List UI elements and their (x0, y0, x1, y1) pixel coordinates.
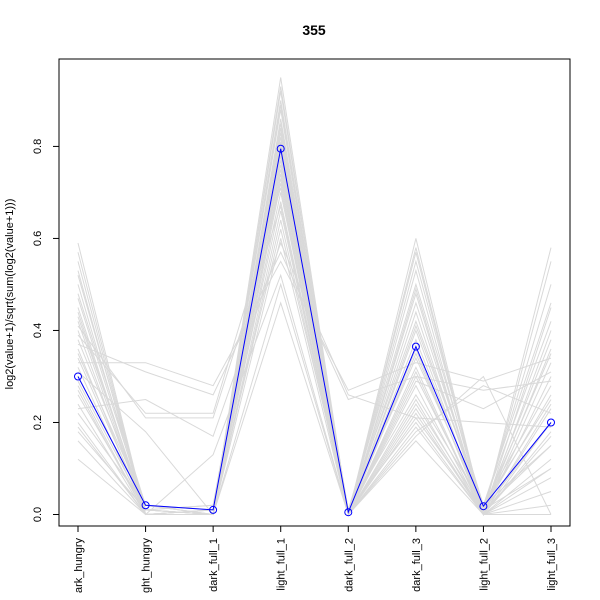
y-axis-label: log2(value+1)/sqrt(sum(log2(value+1))) (4, 199, 16, 390)
highlight-point-light_full_1 (276, 144, 285, 153)
x-tick-label-light_full_3: light_full_3 (546, 538, 558, 591)
chart-title: 355 (302, 22, 326, 38)
background-series-line-31 (77, 251, 552, 401)
x-tick-label-light_full_1: light_full_1 (276, 538, 288, 591)
highlight-point-dark_full_1 (209, 505, 218, 514)
y-tick-label-0.0: 0.0 (32, 507, 44, 522)
highlight-series-line (77, 148, 552, 514)
y-tick-label-0.8: 0.8 (32, 139, 44, 154)
x-tick-label-light_full_2: light_full_2 (478, 538, 490, 591)
background-series-line-35 (77, 241, 552, 438)
background-series-line-23 (77, 238, 552, 516)
background-series-line-21 (77, 219, 552, 516)
x-tick-label-dark_full_1: dark_full_1 (208, 538, 220, 592)
background-series-line-28 (77, 204, 552, 517)
x-tick-label-dark_hungry: ark_hungry (73, 538, 85, 594)
y-tick-label-0.2: 0.2 (32, 415, 44, 430)
highlight-point-dark_hungry (74, 372, 82, 381)
background-series-line-33 (77, 282, 552, 516)
background-series-line-0 (77, 77, 551, 515)
background-series-line-22 (77, 229, 552, 516)
background-series-line-34 (77, 273, 552, 516)
x-tick-label-light_hungry: ght_hungry (141, 538, 153, 594)
plot-frame (58, 58, 571, 527)
background-series-line-29 (77, 187, 552, 517)
background-series-line-16 (77, 178, 552, 512)
x-tick-label-dark_full_3: dark_full_3 (411, 538, 423, 592)
background-series-line-27 (77, 86, 552, 516)
x-tick-label-dark_full_2: dark_full_2 (343, 538, 355, 592)
highlight-point-light_hungry (141, 501, 150, 510)
background-series-group (77, 77, 552, 517)
y-tick-label-0.4: 0.4 (32, 323, 44, 338)
highlight-series-group (74, 144, 555, 517)
background-series-line-32 (77, 301, 552, 516)
y-tick-label-0.6: 0.6 (32, 231, 44, 246)
axes-group: 0.0 0.2 0.4 0.6 0.8 ark_hungry ght_hungry dark_… (32, 139, 558, 593)
highlight-point-light_full_2 (479, 502, 488, 511)
highlight-point-dark_full_3 (411, 342, 420, 351)
highlight-point-light_full_3 (547, 418, 555, 427)
background-series-line-25 (77, 104, 552, 517)
highlight-point-dark_full_2 (344, 508, 353, 517)
